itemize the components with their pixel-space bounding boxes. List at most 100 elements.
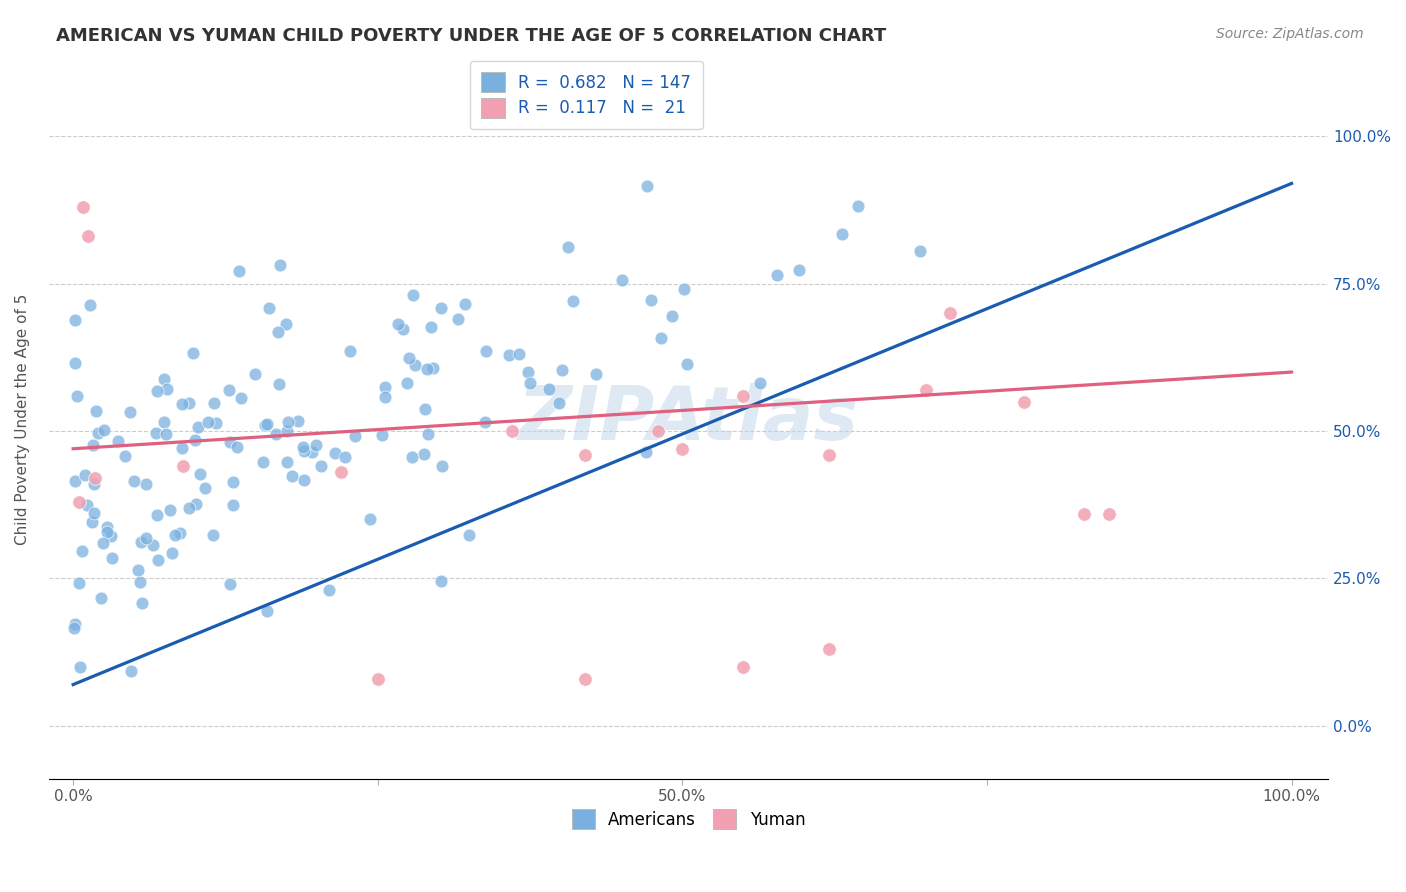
- Point: [170, 441, 193, 455]
- Point: [661, 309, 683, 323]
- Point: [162, 546, 184, 560]
- Point: [86, 426, 108, 441]
- Point: [370, 427, 392, 442]
- Point: [647, 424, 669, 438]
- Point: [63, 475, 86, 489]
- Text: AMERICAN VS YUMAN CHILD POVERTY UNDER THE AGE OF 5 CORRELATION CHART: AMERICAN VS YUMAN CHILD POVERTY UNDER TH…: [56, 27, 887, 45]
- Point: [63, 621, 86, 635]
- Point: [516, 365, 538, 379]
- Point: [733, 660, 755, 674]
- Point: [82, 515, 104, 529]
- Point: [252, 455, 274, 469]
- Point: [67, 495, 90, 509]
- Point: [301, 444, 323, 458]
- Point: [66, 389, 89, 403]
- Point: [1012, 394, 1035, 409]
- Point: [120, 664, 142, 678]
- Point: [120, 405, 142, 419]
- Point: [201, 528, 224, 542]
- Point: [218, 577, 240, 591]
- Point: [63, 617, 86, 632]
- Point: [253, 417, 276, 432]
- Point: [374, 390, 396, 404]
- Point: [333, 450, 356, 464]
- Point: [733, 389, 755, 403]
- Point: [374, 379, 396, 393]
- Point: [276, 455, 298, 469]
- Point: [93, 423, 115, 437]
- Point: [122, 474, 145, 488]
- Point: [498, 348, 520, 362]
- Point: [344, 429, 367, 443]
- Point: [228, 264, 250, 278]
- Point: [83, 507, 105, 521]
- Point: [650, 331, 672, 345]
- Point: [267, 377, 290, 392]
- Point: [817, 642, 839, 657]
- Point: [197, 415, 219, 429]
- Point: [267, 325, 290, 339]
- Point: [416, 427, 439, 442]
- Point: [69, 660, 91, 674]
- Point: [188, 467, 211, 481]
- Point: [501, 424, 523, 438]
- Point: [100, 529, 122, 543]
- Point: [672, 282, 695, 296]
- Point: [155, 426, 177, 441]
- Y-axis label: Child Poverty Under the Age of 5: Child Poverty Under the Age of 5: [15, 293, 30, 545]
- Point: [243, 367, 266, 381]
- Point: [939, 306, 962, 320]
- Point: [846, 199, 869, 213]
- Point: [159, 502, 181, 516]
- Point: [256, 417, 278, 431]
- Point: [84, 471, 107, 485]
- Point: [179, 396, 201, 410]
- Point: [458, 528, 481, 542]
- Point: [280, 468, 302, 483]
- Point: [269, 258, 291, 272]
- Point: [100, 551, 122, 566]
- Point: [401, 287, 423, 301]
- Point: [447, 312, 470, 326]
- Point: [508, 347, 530, 361]
- Point: [585, 367, 607, 381]
- Point: [415, 361, 437, 376]
- Point: [83, 477, 105, 491]
- Point: [205, 416, 228, 430]
- Point: [84, 403, 107, 417]
- Point: [392, 322, 415, 336]
- Point: [229, 391, 252, 405]
- Point: [419, 319, 441, 334]
- Point: [194, 482, 217, 496]
- Point: [177, 501, 200, 516]
- Point: [63, 313, 86, 327]
- Point: [367, 672, 389, 686]
- Point: [96, 525, 118, 540]
- Point: [551, 363, 574, 377]
- Point: [287, 414, 309, 428]
- Point: [557, 240, 579, 254]
- Point: [787, 263, 810, 277]
- Point: [671, 442, 693, 456]
- Text: ZIPAtlas: ZIPAtlas: [517, 383, 859, 456]
- Point: [574, 448, 596, 462]
- Point: [91, 536, 114, 550]
- Point: [475, 344, 498, 359]
- Point: [169, 525, 191, 540]
- Point: [401, 450, 423, 465]
- Point: [146, 553, 169, 567]
- Point: [387, 317, 409, 331]
- Point: [453, 297, 475, 311]
- Point: [82, 438, 104, 452]
- Point: [73, 468, 96, 483]
- Point: [107, 434, 129, 448]
- Point: [430, 459, 453, 474]
- Point: [330, 466, 353, 480]
- Point: [612, 273, 634, 287]
- Point: [519, 376, 541, 390]
- Point: [430, 301, 453, 315]
- Point: [548, 396, 571, 410]
- Point: [218, 435, 240, 450]
- Point: [72, 200, 94, 214]
- Point: [186, 497, 208, 511]
